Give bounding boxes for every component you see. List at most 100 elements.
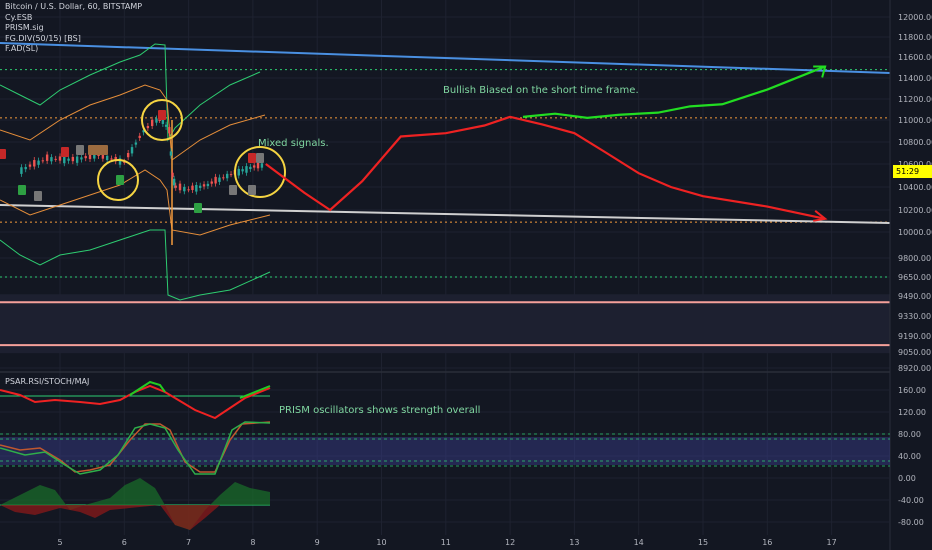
candle xyxy=(245,166,248,173)
signal-marker xyxy=(18,185,26,195)
candle xyxy=(118,158,122,165)
candle xyxy=(222,177,225,179)
current-price-label: 51:29 xyxy=(893,165,932,178)
rsi-red-2 xyxy=(174,387,271,420)
candle xyxy=(41,160,45,162)
arrowhead-bearish xyxy=(813,210,828,222)
candle xyxy=(20,167,23,174)
sub-panel-title[interactable]: PSAR.RSI/STOCH/MAJ xyxy=(5,377,90,386)
signal-marker xyxy=(76,145,84,155)
sub-y-tick-label: 80.00 xyxy=(898,430,921,439)
candle xyxy=(178,183,182,191)
candle xyxy=(202,184,206,187)
candle xyxy=(225,173,229,179)
candle xyxy=(214,176,217,184)
indicator-cy-esb[interactable]: Cy.ESB xyxy=(5,12,33,22)
highlight-circle xyxy=(234,146,286,198)
x-tick-label: 5 xyxy=(57,538,62,547)
candle xyxy=(88,152,92,160)
candle xyxy=(58,156,62,161)
y-tick-label: 10600.00 xyxy=(898,160,932,169)
envelope-line xyxy=(0,84,266,161)
candle xyxy=(183,186,186,192)
sub-y-tick-label: 160.00 xyxy=(898,386,926,395)
candle xyxy=(63,156,66,164)
doji-marker xyxy=(88,145,108,155)
x-tick-label: 10 xyxy=(376,538,386,547)
y-tick-label: 9330.00 xyxy=(898,312,931,321)
chart-title: Bitcoin / U.S. Dollar, 60, BITSTAMP xyxy=(5,2,143,11)
candle xyxy=(142,130,145,133)
candle xyxy=(187,189,190,191)
stoch-line-2 xyxy=(0,421,271,475)
candle xyxy=(71,156,75,162)
candle xyxy=(191,185,194,191)
candle xyxy=(229,174,233,176)
candle xyxy=(168,127,171,134)
sub-y-tick-label: 120.00 xyxy=(898,408,926,417)
signal-marker xyxy=(0,149,6,159)
indicator-fg-div[interactable]: FG.DIV(50/15) [BS] xyxy=(5,33,81,43)
blue-trendline xyxy=(0,42,891,74)
indicator-prism-sig[interactable]: PRISM.sig xyxy=(5,23,44,33)
price-axis xyxy=(890,0,932,550)
candle xyxy=(114,156,117,162)
candle xyxy=(150,119,154,127)
sub-y-tick-label: 0.00 xyxy=(898,474,916,483)
candle xyxy=(164,124,168,127)
candle xyxy=(249,166,252,170)
candle xyxy=(105,155,109,161)
x-tick-label: 8 xyxy=(250,538,255,547)
y-tick-label: 11400.00 xyxy=(898,74,932,83)
candle xyxy=(123,161,126,163)
candle xyxy=(93,154,96,159)
envelope-line xyxy=(0,169,271,236)
sub-y-tick-label: 40.00 xyxy=(898,452,921,461)
y-tick-label: 10200.00 xyxy=(898,206,932,215)
signal-marker xyxy=(194,203,202,213)
x-tick-label: 14 xyxy=(634,538,644,547)
arrowhead-bullish xyxy=(813,65,827,78)
y-tick-label: 9800.00 xyxy=(898,254,931,263)
candle xyxy=(198,185,202,188)
envelope-line xyxy=(0,43,261,142)
candle xyxy=(161,117,165,124)
candle xyxy=(134,142,138,145)
candle xyxy=(206,183,210,187)
envelope-line xyxy=(0,229,271,301)
signal-marker xyxy=(229,185,237,195)
annotation-mixed: Mixed signals. xyxy=(258,138,329,149)
sub-y-tick-label: -80.00 xyxy=(898,518,924,527)
macd-histogram-green xyxy=(0,478,270,530)
candle xyxy=(146,126,150,129)
candle xyxy=(155,118,158,123)
candle xyxy=(256,161,260,169)
annotation-bullish: Bullish Biased on the short time frame. xyxy=(443,85,639,96)
y-tick-label: 11800.00 xyxy=(898,33,932,42)
indicator-f-ad[interactable]: F.AD(SL) xyxy=(5,44,39,54)
signal-marker xyxy=(158,110,166,120)
sub-y-tick-label: -40.00 xyxy=(898,496,924,505)
candle xyxy=(138,135,141,138)
x-tick-label: 16 xyxy=(762,538,772,547)
candle xyxy=(172,178,176,186)
rsi-red xyxy=(0,384,176,406)
projection-bearish xyxy=(265,115,826,220)
rsi-green xyxy=(129,380,166,396)
candle xyxy=(54,158,57,160)
y-tick-label: 12000.00 xyxy=(898,13,932,22)
candle xyxy=(169,151,173,156)
projection-bullish xyxy=(522,65,826,120)
candle xyxy=(110,158,113,160)
signal-marker xyxy=(34,191,42,201)
candle xyxy=(158,120,161,121)
chart-legend: Bitcoin / U.S. Dollar, 60, BITSTAMP Cy.E… xyxy=(5,2,142,55)
y-tick-label: 11000.00 xyxy=(898,116,932,125)
x-tick-label: 9 xyxy=(315,538,320,547)
candle xyxy=(260,163,264,168)
y-tick-label: 8920.00 xyxy=(898,364,931,373)
candle xyxy=(241,169,244,172)
candle xyxy=(252,165,256,168)
candle xyxy=(28,164,32,167)
